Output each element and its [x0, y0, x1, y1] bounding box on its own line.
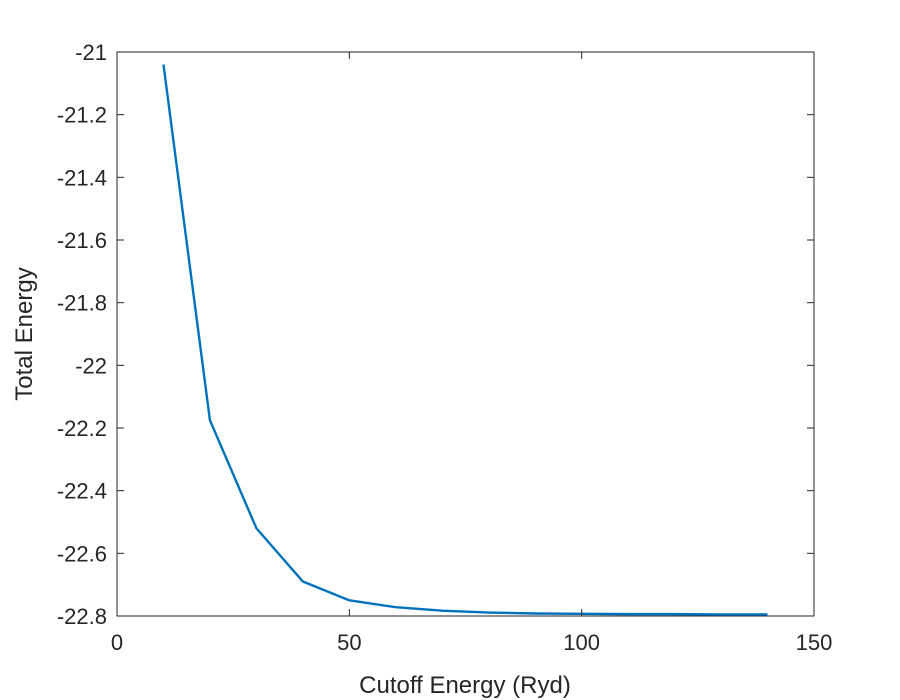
y-tick-label: -22	[75, 353, 107, 378]
ticks-layer	[116, 51, 815, 617]
y-tick-label: -22.4	[57, 479, 107, 504]
y-tick-label: -22.2	[57, 416, 107, 441]
axes-box	[116, 51, 815, 617]
x-axis-label: Cutoff Energy (Ryd)	[359, 672, 571, 699]
y-tick-label: -21.4	[57, 165, 107, 190]
series-layer	[162, 64, 768, 616]
y-tick-label: -21	[75, 40, 107, 65]
x-tick-label: 0	[111, 630, 123, 655]
y-axis-label: Total Energy	[11, 267, 38, 400]
plot-area	[116, 51, 815, 617]
y-tick-label: -21.2	[57, 103, 107, 128]
series-line	[162, 64, 768, 616]
y-tick-label: -21.8	[57, 291, 107, 316]
x-tick-label: 100	[563, 630, 600, 655]
y-tick-label: -22.6	[57, 541, 107, 566]
y-tick-label: -22.8	[57, 604, 107, 629]
x-tick-label: 50	[337, 630, 361, 655]
x-tick-label: 150	[796, 630, 833, 655]
tick-labels-layer: 0 50 100 150 -21 -21.2 -21.4 -21.6 -21.8 -22 -22.2…	[57, 40, 833, 655]
y-tick-label: -21.6	[57, 228, 107, 253]
